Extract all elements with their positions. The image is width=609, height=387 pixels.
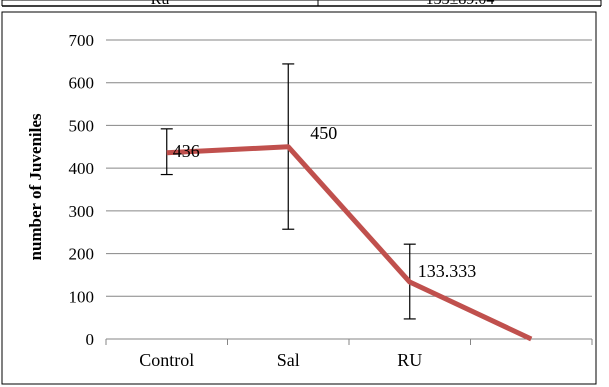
y-axis-title: number of Juveniles (26, 113, 45, 260)
series-line (166, 144, 533, 342)
data-label: 450 (310, 123, 337, 143)
y-tick-label: 600 (69, 74, 95, 93)
y-tick-label: 300 (69, 202, 95, 221)
axes: 0 100 200 300 400 500 600 700 Control Sal RU (69, 31, 593, 370)
table-fragment: Ru 133±89.04 (1, 0, 602, 8)
gridlines (106, 39, 592, 297)
y-tick-label: 200 (69, 245, 95, 264)
table-fragment-left-cell: Ru (151, 0, 170, 8)
y-tick-label: 700 (69, 31, 95, 50)
x-category-label: Sal (277, 350, 300, 370)
y-tick-label: 0 (86, 330, 95, 349)
table-fragment-right-cell: 133±89.04 (426, 0, 495, 8)
y-tick-label: 100 (69, 287, 95, 306)
data-label: 133.333 (418, 261, 477, 281)
x-category-label: RU (397, 350, 422, 370)
data-labels: 436 450 133.333 (173, 123, 477, 281)
data-label: 436 (173, 141, 200, 161)
series-line-layer (166, 144, 533, 342)
y-tick-label: 400 (69, 159, 95, 178)
x-category-label: Control (139, 350, 194, 370)
y-tick-label: 500 (69, 116, 95, 135)
